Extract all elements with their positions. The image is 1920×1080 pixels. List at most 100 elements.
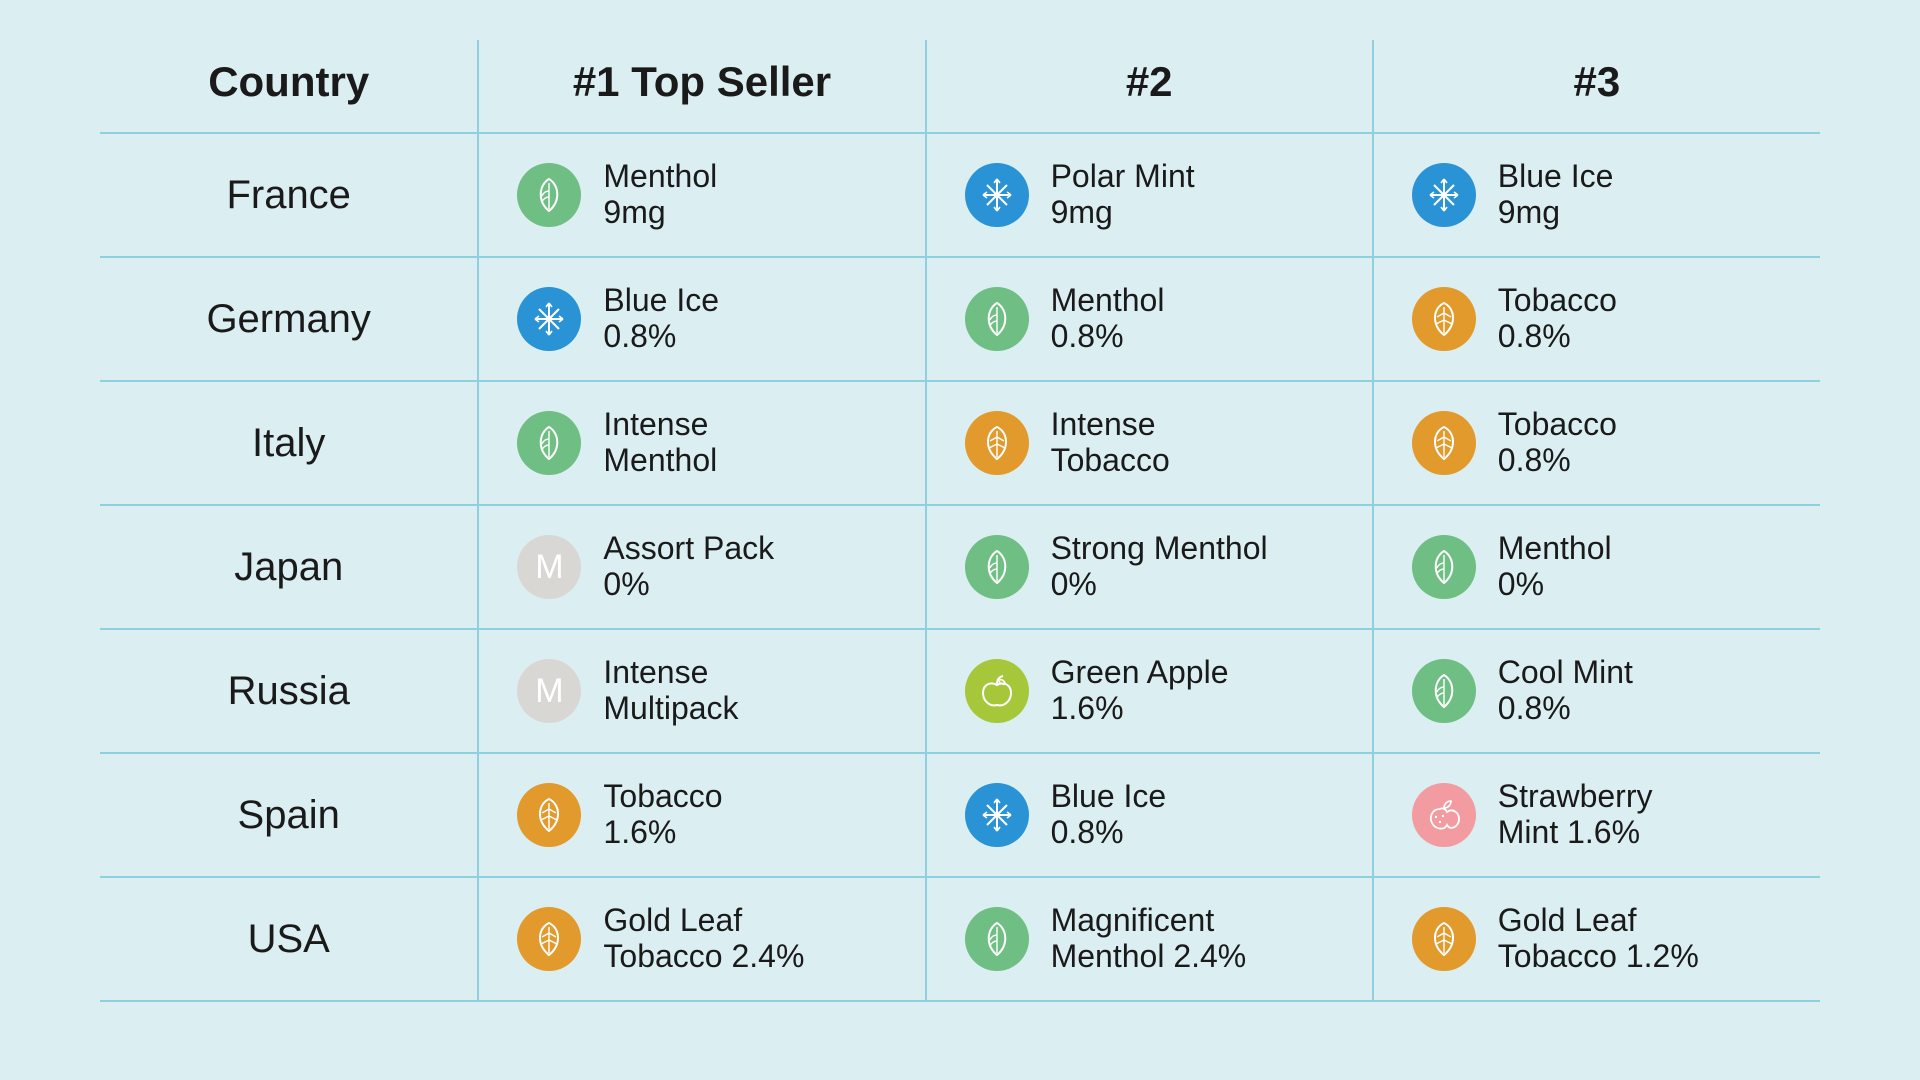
country-cell: Italy xyxy=(100,381,478,505)
product-line1: Intense xyxy=(1051,407,1170,443)
header-rank2: #2 xyxy=(926,40,1373,133)
leaf-icon xyxy=(965,535,1029,599)
leaf-icon xyxy=(517,163,581,227)
cell-rank1: Gold Leaf Tobacco 2.4% xyxy=(478,877,925,1001)
cell-rank2: Magnificent Menthol 2.4% xyxy=(926,877,1373,1001)
table-row: Japan M Assort Pack 0% Strong Menthol 0%… xyxy=(100,505,1820,629)
tleaf-icon xyxy=(517,907,581,971)
product-label: Green Apple 1.6% xyxy=(1051,655,1229,727)
country-cell: France xyxy=(100,133,478,257)
product-label: Intense Menthol xyxy=(603,407,717,479)
cell-rank1: Menthol 9mg xyxy=(478,133,925,257)
table-row: France Menthol 9mg Polar Mint 9mg Blue I… xyxy=(100,133,1820,257)
country-cell: Russia xyxy=(100,629,478,753)
product-line1: Blue Ice xyxy=(1498,159,1614,195)
product-line2: Mint 1.6% xyxy=(1498,815,1653,851)
product-label: Gold Leaf Tobacco 1.2% xyxy=(1498,903,1699,975)
product-line2: 0% xyxy=(603,567,774,603)
product-rank-2: Magnificent Menthol 2.4% xyxy=(947,903,1352,975)
country-cell: Germany xyxy=(100,257,478,381)
leaf-icon xyxy=(517,411,581,475)
product-line2: 9mg xyxy=(1051,195,1195,231)
snow-icon xyxy=(965,783,1029,847)
product-line2: 0.8% xyxy=(1498,691,1633,727)
leaf-icon xyxy=(1412,659,1476,723)
product-rank-2: Green Apple 1.6% xyxy=(947,655,1352,727)
product-rank-2: Menthol 0.8% xyxy=(947,283,1352,355)
product-rank-2: Polar Mint 9mg xyxy=(947,159,1352,231)
product-rank-1: M Intense Multipack xyxy=(499,655,904,727)
table-row: Russia M Intense Multipack Green Apple 1… xyxy=(100,629,1820,753)
product-line2: 9mg xyxy=(1498,195,1614,231)
tleaf-icon xyxy=(1412,411,1476,475)
tleaf-icon xyxy=(517,783,581,847)
cell-rank1: M Assort Pack 0% xyxy=(478,505,925,629)
product-line1: Intense xyxy=(603,655,738,691)
product-rank-1: Intense Menthol xyxy=(499,407,904,479)
product-line1: Tobacco xyxy=(1498,407,1617,443)
country-cell: USA xyxy=(100,877,478,1001)
cell-rank1: Intense Menthol xyxy=(478,381,925,505)
product-label: Gold Leaf Tobacco 2.4% xyxy=(603,903,804,975)
header-country: Country xyxy=(100,40,478,133)
cell-rank2: Blue Ice 0.8% xyxy=(926,753,1373,877)
table-row: Germany Blue Ice 0.8% Menthol 0.8% Tobac… xyxy=(100,257,1820,381)
product-line1: Blue Ice xyxy=(1051,779,1167,815)
m-icon: M xyxy=(517,535,581,599)
product-line1: Strong Menthol xyxy=(1051,531,1268,567)
apple-icon xyxy=(965,659,1029,723)
product-line2: Tobacco xyxy=(1051,443,1170,479)
product-rank-1: Gold Leaf Tobacco 2.4% xyxy=(499,903,904,975)
product-line2: Tobacco 1.2% xyxy=(1498,939,1699,975)
product-line1: Menthol xyxy=(1498,531,1612,567)
product-line2: Menthol 2.4% xyxy=(1051,939,1247,975)
product-line1: Menthol xyxy=(603,159,717,195)
product-label: Polar Mint 9mg xyxy=(1051,159,1195,231)
tleaf-icon xyxy=(1412,287,1476,351)
berry-icon xyxy=(1412,783,1476,847)
product-line1: Tobacco xyxy=(603,779,722,815)
product-line1: Gold Leaf xyxy=(1498,903,1699,939)
product-label: Assort Pack 0% xyxy=(603,531,774,603)
product-label: Cool Mint 0.8% xyxy=(1498,655,1633,727)
product-label: Tobacco 0.8% xyxy=(1498,407,1617,479)
product-line2: Multipack xyxy=(603,691,738,727)
product-label: Tobacco 0.8% xyxy=(1498,283,1617,355)
product-line1: Gold Leaf xyxy=(603,903,804,939)
product-label: Intense Multipack xyxy=(603,655,738,727)
product-label: Intense Tobacco xyxy=(1051,407,1170,479)
product-line2: Tobacco 2.4% xyxy=(603,939,804,975)
product-rank-1: M Assort Pack 0% xyxy=(499,531,904,603)
product-line2: 0% xyxy=(1498,567,1612,603)
table-header-row: Country #1 Top Seller #2 #3 xyxy=(100,40,1820,133)
product-line2: 0.8% xyxy=(1498,319,1617,355)
leaf-icon xyxy=(965,907,1029,971)
cell-rank2: Intense Tobacco xyxy=(926,381,1373,505)
product-rank-3: Tobacco 0.8% xyxy=(1394,283,1800,355)
m-icon: M xyxy=(517,659,581,723)
product-label: Tobacco 1.6% xyxy=(603,779,722,851)
country-cell: Spain xyxy=(100,753,478,877)
cell-rank3: Gold Leaf Tobacco 1.2% xyxy=(1373,877,1820,1001)
product-line1: Menthol xyxy=(1051,283,1165,319)
cell-rank2: Polar Mint 9mg xyxy=(926,133,1373,257)
product-rank-2: Intense Tobacco xyxy=(947,407,1352,479)
cell-rank3: Cool Mint 0.8% xyxy=(1373,629,1820,753)
product-label: Blue Ice 0.8% xyxy=(603,283,719,355)
product-line1: Magnificent xyxy=(1051,903,1247,939)
tleaf-icon xyxy=(965,411,1029,475)
leaf-icon xyxy=(965,287,1029,351)
snow-icon xyxy=(965,163,1029,227)
product-rank-3: Tobacco 0.8% xyxy=(1394,407,1800,479)
table-row: USA Gold Leaf Tobacco 2.4% Magnificent M… xyxy=(100,877,1820,1001)
product-line2: 0.8% xyxy=(1051,319,1165,355)
top-sellers-table: Country #1 Top Seller #2 #3 France Menth… xyxy=(100,40,1820,1002)
country-cell: Japan xyxy=(100,505,478,629)
product-line1: Tobacco xyxy=(1498,283,1617,319)
product-line2: 9mg xyxy=(603,195,717,231)
cell-rank2: Menthol 0.8% xyxy=(926,257,1373,381)
product-rank-3: Blue Ice 9mg xyxy=(1394,159,1800,231)
product-line2: Menthol xyxy=(603,443,717,479)
cell-rank3: Strawberry Mint 1.6% xyxy=(1373,753,1820,877)
product-line2: 1.6% xyxy=(1051,691,1229,727)
